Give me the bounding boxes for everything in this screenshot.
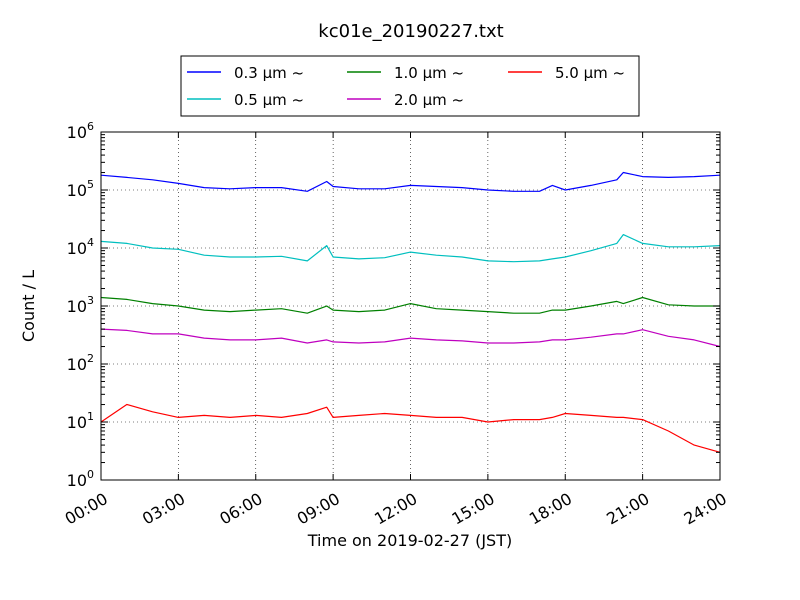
y-tick-label: 101 [67, 410, 94, 432]
x-tick-label: 09:00 [294, 489, 343, 529]
series-lines [100, 171, 721, 453]
grid [101, 132, 720, 480]
legend-label: 5.0 μm ~ [555, 64, 625, 82]
legend: 0.3 μm ~ 0.5 μm ~ 1.0 μm ~ 2.0 μm ~ 5.0 μm ~ [180, 55, 640, 117]
series-line [100, 328, 721, 348]
legend-label: 0.3 μm ~ [234, 64, 304, 82]
y-axis-label: Count / L [19, 270, 38, 342]
x-tick-label: 24:00 [681, 489, 730, 529]
x-tick-label: 03:00 [139, 489, 188, 529]
x-tick-labels: 00:00 03:00 06:00 09:00 12:00 15:00 18:00 21:00… [62, 489, 730, 529]
x-tick-label: 18:00 [526, 489, 575, 529]
x-tick-label: 12:00 [371, 489, 420, 529]
x-tick-label: 15:00 [448, 489, 497, 529]
y-tick-label: 102 [67, 352, 94, 374]
x-tick-label: 06:00 [216, 489, 265, 529]
y-tick-label: 104 [67, 236, 94, 258]
legend-frame [180, 55, 640, 117]
x-axis-label: Time on 2019-02-27 (JST) [307, 531, 512, 550]
series-line [100, 296, 720, 314]
y-tick-label: 103 [67, 294, 94, 316]
x-tick-label: 21:00 [603, 489, 652, 529]
legend-label: 2.0 μm ~ [394, 91, 464, 109]
x-tick-label: 00:00 [62, 489, 111, 529]
series-line [100, 403, 721, 453]
series-line [100, 171, 721, 192]
y-tick-label: 106 [67, 120, 94, 142]
series-line [100, 234, 721, 263]
y-tick-label: 105 [67, 178, 94, 200]
chart-title: kc01e_20190227.txt [318, 21, 503, 42]
axis-ticks [100, 131, 721, 481]
y-tick-label: 100 [67, 468, 94, 490]
legend-label: 0.5 μm ~ [234, 91, 304, 109]
legend-label: 1.0 μm ~ [394, 64, 464, 82]
y-tick-labels: 100 101 102 103 104 105 106 [67, 120, 94, 490]
